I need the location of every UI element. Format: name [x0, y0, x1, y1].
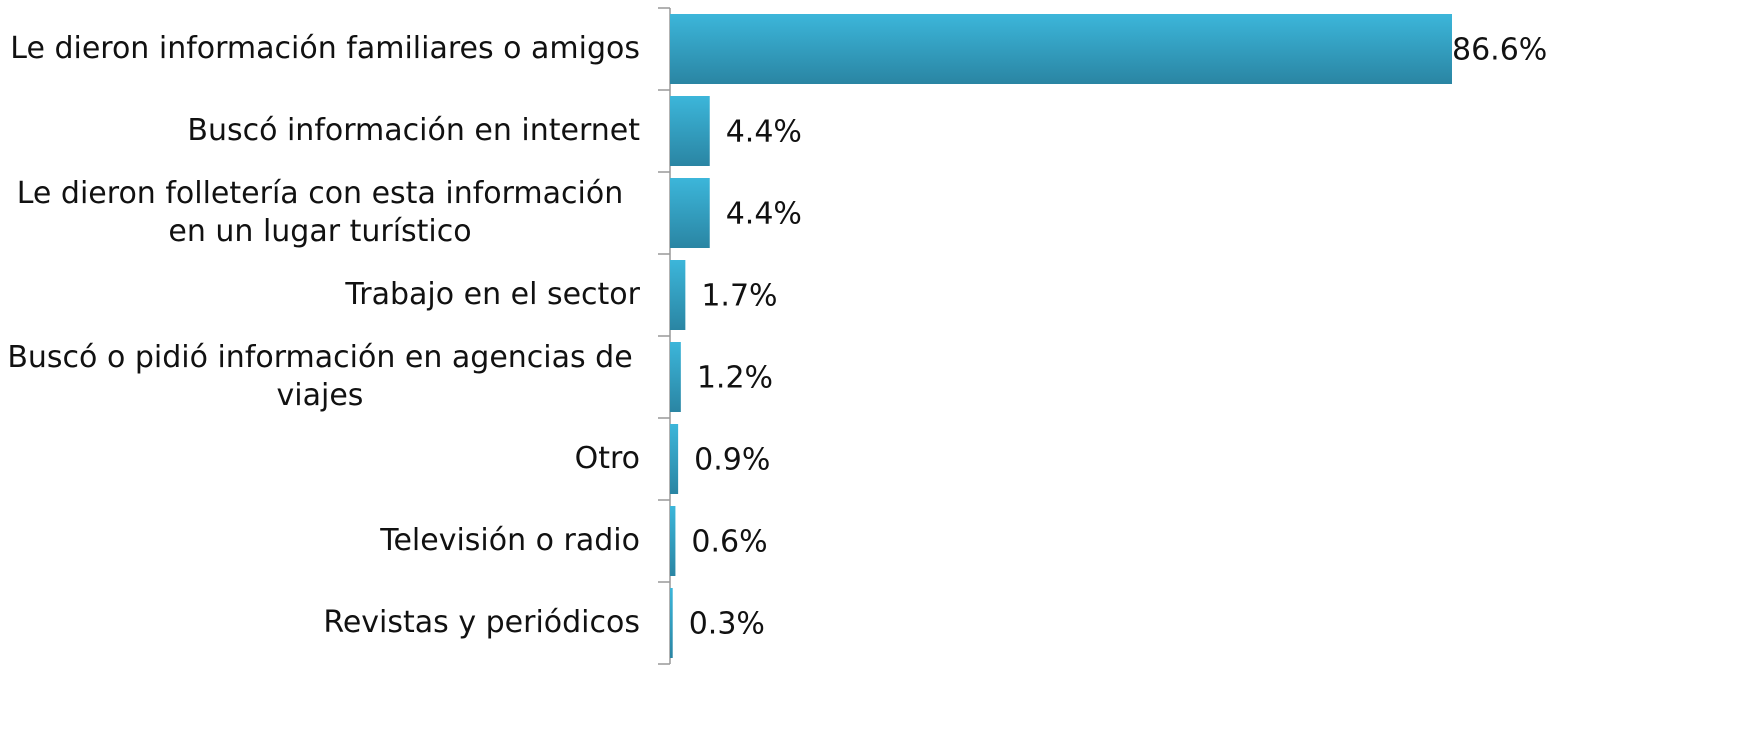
- bar: [670, 588, 673, 658]
- bar: [670, 260, 686, 330]
- bar: [670, 342, 681, 412]
- category-text: Televisión o radio: [380, 523, 640, 558]
- bar: [670, 96, 710, 166]
- value-label: 0.3%: [689, 607, 765, 642]
- category-label: Buscó o pidió información en agencias de…: [0, 336, 640, 418]
- value-label: 1.2%: [697, 361, 773, 396]
- category-text: Le dieron información familiares o amigo…: [10, 31, 640, 66]
- category-text: Buscó información en internet: [187, 113, 640, 148]
- category-label: Otro: [0, 418, 640, 500]
- category-text: Buscó o pidió información en agencias de…: [7, 340, 633, 413]
- category-label: Buscó información en internet: [0, 90, 640, 172]
- category-label: Trabajo en el sector: [0, 254, 640, 336]
- category-text: Le dieron folletería con esta informació…: [16, 176, 624, 249]
- category-label: Le dieron folletería con esta informació…: [0, 172, 640, 254]
- value-label: 86.6%: [1452, 33, 1547, 68]
- value-label: 4.4%: [726, 115, 802, 150]
- value-label: 1.7%: [701, 279, 777, 314]
- category-text: Otro: [574, 441, 640, 476]
- value-label: 0.6%: [691, 525, 767, 560]
- category-label: Revistas y periódicos: [0, 582, 640, 664]
- bar: [670, 14, 1452, 84]
- value-label: 4.4%: [726, 197, 802, 232]
- bar: [670, 178, 710, 248]
- bar: [670, 424, 679, 494]
- value-label: 0.9%: [694, 443, 770, 478]
- category-label: Le dieron información familiares o amigo…: [0, 8, 640, 90]
- bar: [670, 506, 676, 576]
- category-text: Revistas y periódicos: [323, 605, 640, 640]
- category-label: Televisión o radio: [0, 500, 640, 582]
- category-text: Trabajo en el sector: [345, 277, 640, 312]
